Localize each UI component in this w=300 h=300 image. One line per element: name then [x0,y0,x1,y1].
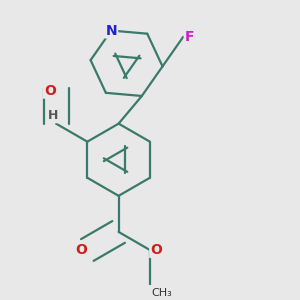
Text: H: H [48,109,58,122]
Text: O: O [75,243,87,257]
Text: O: O [150,243,162,257]
Text: F: F [185,30,194,44]
Text: N: N [106,23,117,38]
Text: O: O [44,84,56,98]
Text: CH₃: CH₃ [152,288,172,298]
